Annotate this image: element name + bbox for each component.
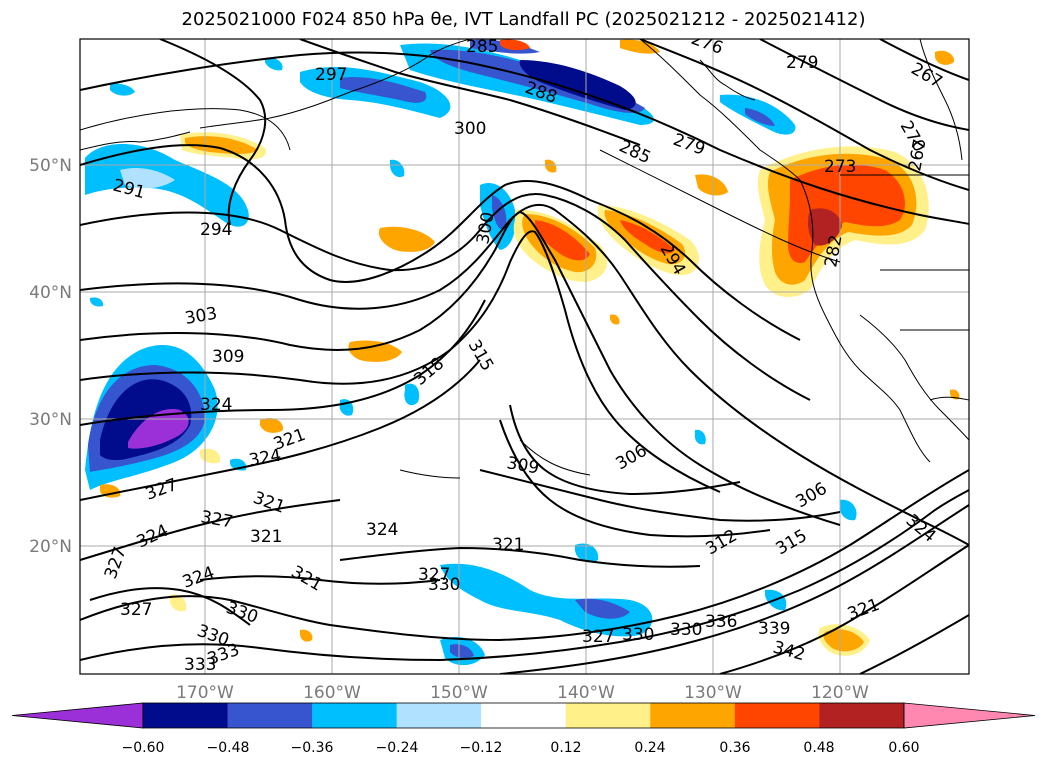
contour-label: 321 (250, 527, 282, 547)
map-title: 2025021000 F024 850 hPa θe, IVT Landfall… (181, 9, 866, 30)
colorbar (11, 702, 1036, 729)
lat-label: 20°N (29, 537, 72, 557)
lon-label: 150°W (430, 683, 488, 703)
colorbar-segment (143, 703, 229, 728)
colorbar-segment (396, 703, 482, 728)
contour-label: 309 (212, 347, 244, 367)
colorbar-tick-label: 0.60 (888, 740, 919, 756)
positive-shading (100, 39, 960, 656)
colorbar-tick-label: −0.36 (291, 740, 334, 756)
lon-label: 170°W (176, 683, 234, 703)
plot-area: 285 297 288 300 285 279 276 279 267 270 … (80, 37, 969, 675)
graticule (80, 39, 969, 674)
contour-label: 285 (466, 37, 498, 57)
lat-label: 50°N (29, 156, 72, 176)
longitude-labels: 170°W 160°W 150°W 140°W 130°W 120°W (176, 683, 869, 703)
contour-label: 327 (418, 565, 450, 585)
contour-label: 324 (200, 395, 232, 415)
contour-label: 333 (184, 655, 216, 675)
colorbar-segment (227, 703, 313, 728)
colorbar-tick-label: 0.36 (719, 740, 750, 756)
contour-label: 330 (670, 620, 702, 640)
colorbar-tick-label: −0.48 (207, 740, 250, 756)
lat-label: 40°N (29, 283, 72, 303)
colorbar-segment (650, 703, 736, 728)
contour-label: 273 (824, 157, 856, 177)
lon-label: 130°W (684, 683, 742, 703)
colorbar-tick-label: −0.12 (460, 740, 503, 756)
contour-label: 327 (582, 627, 614, 647)
colorbar-extend-low (11, 702, 144, 729)
contour-label: 339 (758, 619, 790, 639)
coastlines (80, 39, 969, 463)
theta-e-contours (80, 39, 969, 674)
latitude-labels: 50°N 40°N 30°N 20°N (29, 156, 72, 557)
colorbar-segment (734, 703, 820, 728)
contour-label: 327 (120, 600, 152, 620)
thin-contours (80, 108, 841, 479)
contour-label: 330 (428, 575, 460, 595)
plot-frame (79, 38, 970, 675)
contour-label: 297 (315, 65, 347, 85)
contour-label: 300 (454, 119, 486, 139)
contour-label: 324 (366, 520, 398, 540)
lon-label: 120°W (811, 683, 869, 703)
colorbar-frame (142, 702, 905, 729)
colorbar-tick-label: 0.12 (550, 740, 581, 756)
lat-label: 30°N (29, 410, 72, 430)
contour-label: 321 (492, 535, 524, 555)
colorbar-ticks: −0.60 −0.48 −0.36 −0.24 −0.12 0.12 0.24 … (122, 740, 920, 756)
colorbar-tick-label: 0.48 (803, 740, 834, 756)
contour-label: 330 (622, 625, 654, 645)
colorbar-segment (481, 703, 567, 728)
colorbar-tick-label: −0.60 (122, 740, 165, 756)
lon-label: 160°W (303, 683, 361, 703)
colorbar-segment (819, 703, 905, 728)
contour-label: 279 (786, 53, 818, 73)
colorbar-tick-label: −0.24 (376, 740, 419, 756)
contour-label: 294 (200, 220, 232, 240)
colorbar-tick-label: 0.24 (634, 740, 665, 756)
contour-label: 336 (705, 612, 737, 632)
colorbar-extend-high (903, 702, 1036, 729)
colorbar-segment (312, 703, 398, 728)
colorbar-segment (565, 703, 651, 728)
lon-label: 140°W (557, 683, 615, 703)
